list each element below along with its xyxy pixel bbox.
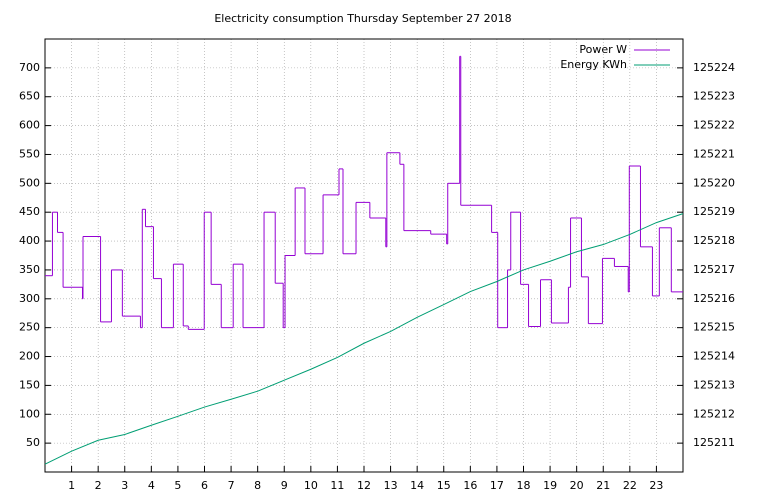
y-tick-label: 450 — [19, 205, 40, 218]
x-tick-label: 17 — [490, 479, 504, 492]
y-tick-label: 100 — [19, 407, 40, 420]
y2-tick-label: 125218 — [693, 234, 735, 247]
x-tick-label: 16 — [463, 479, 477, 492]
legend-label: Energy KWh — [560, 58, 627, 71]
x-tick-label: 4 — [148, 479, 155, 492]
y-tick-label: 250 — [19, 321, 40, 334]
x-tick-label: 15 — [437, 479, 451, 492]
y2-tick-label: 125217 — [693, 263, 735, 276]
y-tick-label: 300 — [19, 292, 40, 305]
y2-tick-label: 125212 — [693, 407, 735, 420]
energy-line — [44, 213, 684, 465]
x-tick-label: 2 — [95, 479, 102, 492]
x-tick-label: 22 — [623, 479, 637, 492]
y2-tick-label: 125224 — [693, 61, 735, 74]
x-tick-label: 8 — [254, 479, 261, 492]
x-tick-label: 11 — [330, 479, 344, 492]
y2-tick-label: 125216 — [693, 292, 735, 305]
y-tick-label: 700 — [19, 61, 40, 74]
y2-tick-label: 125219 — [693, 205, 735, 218]
y-tick-label: 400 — [19, 234, 40, 247]
y2-tick-label: 125215 — [693, 321, 735, 334]
x-tick-label: 21 — [596, 479, 610, 492]
x-tick-label: 12 — [357, 479, 371, 492]
legend-label: Power W — [579, 43, 627, 56]
y-tick-label: 200 — [19, 350, 40, 363]
x-tick-label: 14 — [410, 479, 424, 492]
y2-tick-label: 125211 — [693, 436, 735, 449]
chart-title: Electricity consumption Thursday Septemb… — [214, 12, 511, 25]
y-tick-label: 50 — [26, 436, 40, 449]
x-tick-label: 13 — [384, 479, 398, 492]
y2-tick-label: 125222 — [693, 119, 735, 132]
x-tick-label: 23 — [649, 479, 663, 492]
x-tick-label: 1 — [68, 479, 75, 492]
x-tick-label: 6 — [201, 479, 208, 492]
y2-tick-label: 125213 — [693, 378, 735, 391]
y-tick-label: 600 — [19, 119, 40, 132]
x-tick-label: 10 — [304, 479, 318, 492]
x-tick-label: 18 — [517, 479, 531, 492]
y-tick-label: 350 — [19, 263, 40, 276]
x-tick-label: 9 — [281, 479, 288, 492]
y-tick-label: 500 — [19, 176, 40, 189]
x-tick-label: 3 — [121, 479, 128, 492]
y-tick-label: 550 — [19, 147, 40, 160]
y2-tick-label: 125220 — [693, 176, 735, 189]
x-tick-label: 19 — [543, 479, 557, 492]
y-tick-label: 150 — [19, 378, 40, 391]
y-tick-label: 650 — [19, 90, 40, 103]
y2-tick-label: 125223 — [693, 90, 735, 103]
x-tick-label: 20 — [570, 479, 584, 492]
x-tick-label: 7 — [228, 479, 235, 492]
x-tick-label: 5 — [174, 479, 181, 492]
y2-tick-label: 125221 — [693, 147, 735, 160]
y2-tick-label: 125214 — [693, 350, 735, 363]
plot-frame — [44, 38, 684, 473]
